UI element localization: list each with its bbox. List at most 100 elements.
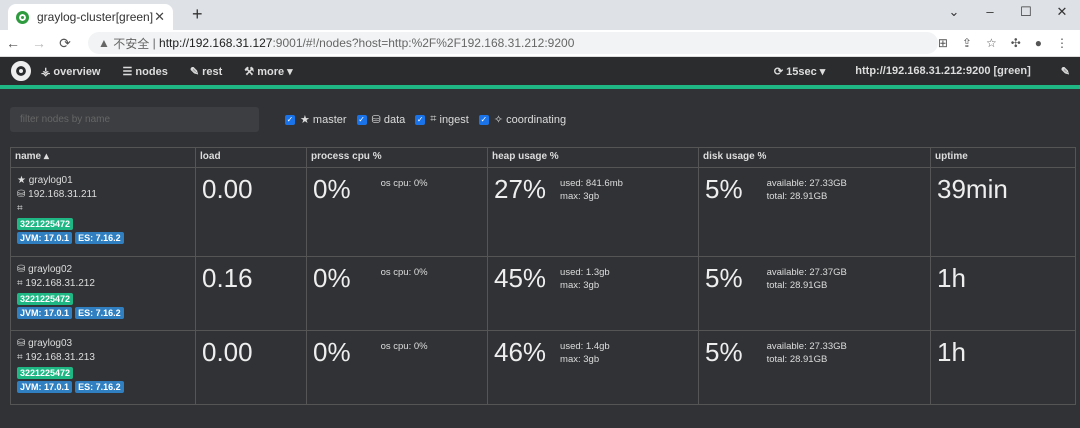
- filter-data-checkbox[interactable]: ✓ ⛁ data: [356, 113, 406, 126]
- url-input[interactable]: ▲ 不安全 | http://192.168.31.127:9001/#!/no…: [88, 32, 938, 54]
- load-value: 0.00: [202, 337, 253, 367]
- os-cpu: os cpu: 0%: [380, 267, 428, 278]
- disk-value: 5%: [705, 174, 743, 204]
- jvm-badge: JVM: 17.0.1: [17, 381, 73, 393]
- forward-button[interactable]: →: [32, 35, 46, 51]
- new-tab-button[interactable]: +: [192, 4, 203, 24]
- header-load[interactable]: load: [195, 147, 307, 168]
- header-disk[interactable]: disk usage %: [698, 147, 931, 168]
- node-ip: ⛁ 192.168.31.211: [17, 189, 97, 200]
- disconnect-icon[interactable]: ✎: [1060, 65, 1070, 78]
- node-name[interactable]: ⛁ graylog03: [17, 338, 73, 349]
- table-row: ⛁ graylog02 ⌗ 192.168.31.212 3221225472 JVM…: [10, 256, 1076, 331]
- es-badge: ES: 7.16.2: [75, 307, 124, 319]
- ingest-icon: ⌗: [17, 278, 23, 289]
- url-host: http://192.168.31.127: [159, 36, 273, 50]
- node-id-badge: 3221225472: [17, 218, 74, 230]
- heap-used: used: 1.3gb: [560, 267, 610, 278]
- tab-title: graylog-cluster[green]: [37, 10, 154, 24]
- header-cpu[interactable]: process cpu %: [306, 147, 488, 168]
- chevron-down-icon[interactable]: ⌄: [948, 4, 960, 19]
- disk-total: total: 28.91GB: [766, 280, 828, 291]
- filter-master-checkbox[interactable]: ✓ ★ master: [285, 113, 347, 126]
- master-icon: ★: [17, 175, 26, 186]
- nav-overview[interactable]: ⚶ overview: [41, 65, 101, 78]
- cluster-url[interactable]: http://192.168.31.212:9200 [green]: [855, 64, 1031, 77]
- uptime-value: 1h: [937, 263, 966, 293]
- nav-more[interactable]: ⚒ more ▾: [244, 65, 293, 78]
- filter-coordinating-checkbox[interactable]: ✓ ✧ coordinating: [478, 113, 567, 126]
- heap-max: max: 3gb: [560, 280, 600, 291]
- uptime-value: 39min: [937, 174, 1008, 204]
- load-value: 0.16: [202, 263, 253, 293]
- favicon-icon: [16, 10, 29, 24]
- header-heap[interactable]: heap usage %: [487, 147, 699, 168]
- disk-value: 5%: [705, 337, 743, 367]
- close-window-button[interactable]: ✕: [1056, 4, 1068, 19]
- reload-button[interactable]: ⟳: [59, 34, 71, 51]
- share-icon[interactable]: ⇪: [961, 36, 972, 50]
- disk-available: available: 27.33GB: [766, 178, 847, 189]
- data-icon: ⛁: [17, 338, 26, 349]
- es-badge: ES: 7.16.2: [75, 232, 124, 244]
- jvm-badge: JVM: 17.0.1: [17, 307, 73, 319]
- filter-ingest-checkbox[interactable]: ✓ ⌗ ingest: [415, 113, 469, 126]
- app-navbar: ⚶ overview ☰ nodes ✎ rest ⚒ more ▾ ⟳ 15s…: [0, 57, 1080, 89]
- close-tab-icon[interactable]: ✕: [154, 9, 165, 24]
- node-ip: ⌗ 192.168.31.212: [17, 278, 95, 289]
- ingest-icon: ⌗: [17, 352, 23, 363]
- extensions-icon[interactable]: ✣: [1010, 36, 1021, 50]
- heap-value: 46%: [494, 337, 547, 367]
- disk-total: total: 28.91GB: [766, 354, 828, 365]
- security-label[interactable]: 不安全: [113, 36, 150, 51]
- heap-max: max: 3gb: [560, 354, 600, 365]
- heap-value: 27%: [494, 174, 547, 204]
- star-icon[interactable]: ☆: [985, 36, 997, 50]
- cpu-value: 0%: [313, 337, 351, 367]
- refresh-dropdown[interactable]: ⟳ 15sec ▾: [773, 65, 826, 78]
- address-bar: ← → ⟳ ▲ 不安全 | http://192.168.31.127:9001/#…: [0, 30, 1080, 57]
- jvm-badge: JVM: 17.0.1: [17, 232, 73, 244]
- header-uptime[interactable]: uptime: [930, 147, 1076, 168]
- heap-max: max: 3gb: [560, 191, 600, 202]
- filter-nodes-input[interactable]: [10, 107, 259, 132]
- ingest-icon: ⌗: [17, 203, 23, 214]
- back-button[interactable]: ←: [6, 35, 20, 51]
- node-name[interactable]: ⛁ graylog02: [17, 264, 73, 275]
- cerebro-logo[interactable]: [11, 61, 31, 81]
- profile-icon[interactable]: ●: [1034, 36, 1043, 50]
- node-ip: ⌗ 192.168.31.213: [17, 352, 95, 363]
- disk-total: total: 28.91GB: [766, 191, 828, 202]
- table-row: ⛁ graylog03 ⌗ 192.168.31.213 3221225472 JVM…: [10, 330, 1076, 405]
- heap-used: used: 841.6mb: [560, 178, 623, 189]
- disk-available: available: 27.37GB: [766, 267, 847, 278]
- nav-nodes[interactable]: ☰ nodes: [122, 65, 168, 78]
- cpu-value: 0%: [313, 263, 351, 293]
- cpu-value: 0%: [313, 174, 351, 204]
- data-icon: ⛁: [17, 264, 26, 275]
- disk-value: 5%: [705, 263, 743, 293]
- translate-icon[interactable]: ⊞: [937, 36, 948, 50]
- node-name[interactable]: ★ graylog01: [17, 175, 73, 186]
- menu-icon[interactable]: ⋮: [1056, 36, 1069, 50]
- nav-rest[interactable]: ✎ rest: [189, 65, 223, 78]
- header-name[interactable]: name ▴: [10, 147, 196, 168]
- browser-tab[interactable]: graylog-cluster[green] ✕: [8, 4, 173, 30]
- data-icon: ⛁: [17, 189, 26, 200]
- minimize-button[interactable]: –: [986, 4, 994, 19]
- load-value: 0.00: [202, 174, 253, 204]
- os-cpu: os cpu: 0%: [380, 341, 428, 352]
- maximize-button[interactable]: ☐: [1020, 4, 1032, 19]
- warning-icon: ▲: [98, 36, 114, 50]
- node-id-badge: 3221225472: [17, 367, 74, 379]
- disk-available: available: 27.33GB: [766, 341, 847, 352]
- es-badge: ES: 7.16.2: [75, 381, 124, 393]
- uptime-value: 1h: [937, 337, 966, 367]
- table-row: ★ graylog01 ⛁ 192.168.31.211 ⌗ 3221225472 JV…: [10, 167, 1076, 257]
- heap-value: 45%: [494, 263, 547, 293]
- browser-tab-bar: graylog-cluster[green] ✕ + ⌄ – ☐ ✕: [0, 0, 1080, 30]
- os-cpu: os cpu: 0%: [380, 178, 428, 189]
- url-rest: :9001/#!/nodes?host=http:%2F%2F192.168.3…: [272, 36, 575, 50]
- heap-used: used: 1.4gb: [560, 341, 610, 352]
- nodes-table: name ▴ load process cpu % heap usage % d…: [10, 147, 1076, 405]
